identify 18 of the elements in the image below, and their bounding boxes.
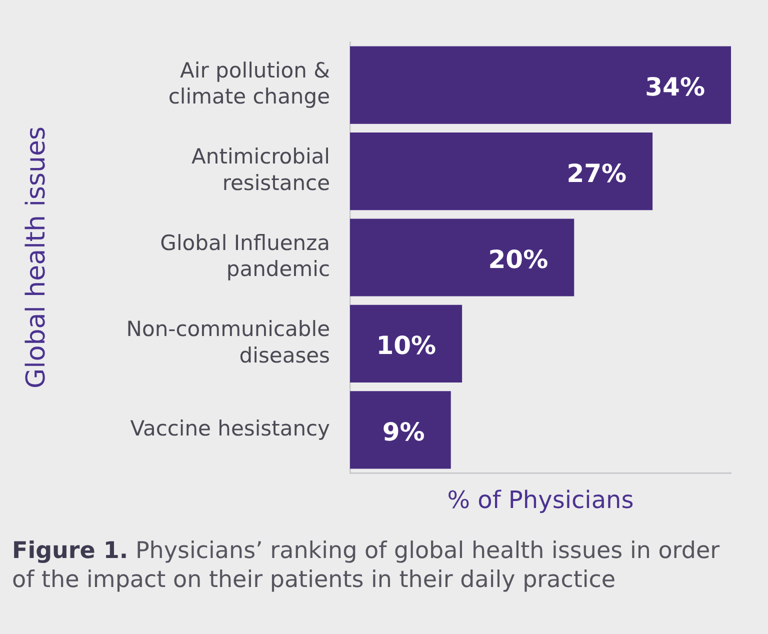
x-axis-title: % of Physicians xyxy=(447,486,634,514)
data-label: 10% xyxy=(376,331,436,360)
y-tick-label: Global Influenza pandemic xyxy=(160,230,330,282)
data-label: 27% xyxy=(566,158,627,188)
y-tick-label: Air pollution & climate change xyxy=(168,58,330,109)
bar xyxy=(350,391,451,469)
data-label: 34% xyxy=(645,72,705,102)
bar xyxy=(350,304,462,382)
y-tick-label: Vaccine hesistancy xyxy=(130,416,330,440)
y-axis-title: Global health issues xyxy=(21,126,52,389)
y-tick-label: Non-communicable diseases xyxy=(126,317,330,368)
caption: Figure 1. Physicians’ ranking of global health issues in order of the impact on their patients in their daily practice xyxy=(12,538,720,593)
bar xyxy=(350,132,653,210)
y-tick-label: Antimicrobial resistance xyxy=(192,144,330,195)
data-label: 20% xyxy=(488,245,548,274)
bar xyxy=(350,218,574,296)
bar xyxy=(350,46,731,124)
data-label: 9% xyxy=(382,417,425,446)
